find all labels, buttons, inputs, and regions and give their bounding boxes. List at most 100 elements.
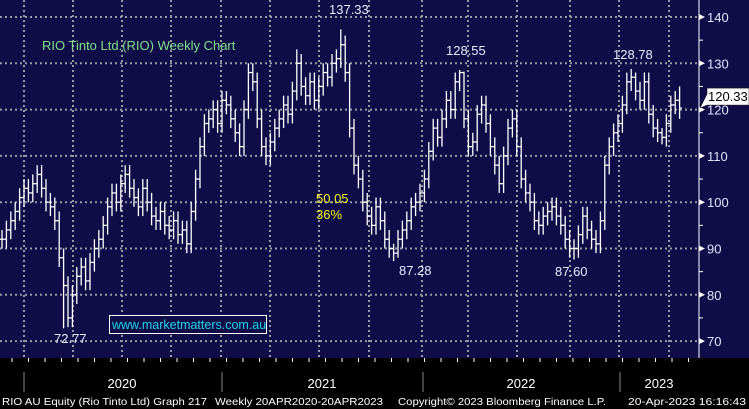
- ohlc-bar: [87, 253, 93, 291]
- ohlc-bar: [629, 68, 634, 92]
- ohlc-bar: [431, 118, 436, 161]
- y-tick-label: 100: [707, 195, 729, 210]
- ohlc-bar: [668, 95, 673, 133]
- ohlc-bar: [646, 72, 651, 124]
- ohlc-bar: [307, 72, 313, 105]
- ohlc-bar: [536, 211, 541, 235]
- y-tick-marker: [699, 338, 705, 345]
- annotation-high-128-78: 128.78: [613, 47, 653, 62]
- ohlc-bar: [444, 91, 449, 129]
- ohlc-bar: [316, 77, 321, 110]
- ohlc-bar: [83, 257, 88, 291]
- ohlc-bar: [285, 95, 291, 124]
- ohlc-bar: [52, 197, 57, 230]
- ohlc-bar: [123, 165, 128, 193]
- ohlc-bar: [519, 137, 524, 189]
- ohlc-bar: [211, 100, 216, 129]
- ohlc-bar: [246, 63, 251, 119]
- ohlc-bar: [580, 206, 585, 244]
- ohlc-bar: [65, 276, 71, 328]
- ohlc-bar: [321, 63, 326, 96]
- ohlc-bar: [593, 229, 599, 254]
- ohlc-bar: [140, 179, 145, 217]
- ohlc-bar: [149, 192, 154, 226]
- x-tick-label: 2021: [308, 376, 337, 391]
- ohlc-bar: [545, 202, 550, 226]
- ohlc-bars: [0, 29, 682, 329]
- footer-timestamp: 20-Apr-2023 16:16:43: [628, 396, 746, 408]
- ohlc-bar: [369, 206, 374, 235]
- ohlc-bar: [219, 91, 225, 133]
- ohlc-bar: [378, 197, 383, 230]
- ohlc-bar: [611, 123, 616, 156]
- ohlc-bar: [153, 206, 159, 230]
- y-tick-label: 140: [707, 10, 729, 25]
- ohlc-bar: [96, 229, 101, 258]
- ohlc-bar: [651, 104, 656, 138]
- ohlc-bar: [171, 211, 176, 240]
- ohlc-bar: [299, 54, 304, 96]
- ohlc-bar: [510, 109, 515, 138]
- ohlc-bar: [576, 225, 581, 258]
- annotation-fall-percent: 36%: [316, 207, 342, 222]
- ohlc-bar: [241, 100, 247, 156]
- ohlc-bar: [92, 239, 97, 272]
- watermark-text: www.marketmatters.com.au: [111, 318, 266, 332]
- ohlc-bar: [57, 211, 62, 268]
- ohlc-bar: [250, 63, 255, 92]
- x-axis-years: 2020 2021 2022 2023: [23, 372, 673, 392]
- ohlc-bar: [395, 229, 401, 258]
- ohlc-bar: [277, 109, 282, 138]
- ohlc-bar: [426, 142, 431, 189]
- ohlc-bar: [365, 192, 370, 226]
- ohlc-bar: [453, 72, 458, 119]
- y-tick-label: 110: [707, 149, 728, 164]
- ohlc-bar: [439, 109, 445, 147]
- ohlc-bar: [290, 81, 295, 124]
- ohlc-bar: [114, 183, 119, 212]
- ohlc-bar: [409, 197, 414, 230]
- y-axis: 140 130 120 110 100 90 80 70: [699, 10, 729, 349]
- y-tick-label: 80: [707, 288, 721, 303]
- ohlc-bar: [624, 72, 629, 115]
- ohlc-bar: [197, 137, 203, 189]
- x-axis-ticks: [11, 358, 689, 362]
- ohlc-bar: [501, 146, 506, 193]
- ohlc-bar: [263, 137, 269, 166]
- ohlc-bar: [549, 197, 555, 221]
- ohlc-bar: [334, 49, 339, 73]
- y-tick-label: 120: [707, 103, 729, 118]
- ohlc-bar: [351, 118, 357, 175]
- ohlc-bar: [356, 155, 361, 189]
- ohlc-bar: [343, 35, 348, 82]
- annotation-low-72: 72.77: [54, 331, 87, 346]
- ohlc-bar: [4, 220, 9, 249]
- ohlc-bar: [167, 216, 172, 240]
- annotation-low-87-60: 87.60: [555, 264, 588, 279]
- ohlc-bar: [585, 206, 590, 240]
- ohlc-bar: [118, 174, 123, 212]
- ohlc-bar: [673, 91, 678, 115]
- ohlc-bar: [659, 128, 665, 145]
- y-tick-marker: [699, 291, 705, 298]
- ohlc-bar: [523, 169, 528, 203]
- ohlc-bar: [101, 216, 106, 249]
- ohlc-bar: [17, 188, 22, 221]
- ohlc-bar: [571, 239, 577, 260]
- y-tick-label: 90: [707, 242, 721, 257]
- ohlc-bar: [312, 72, 317, 110]
- ohlc-bar: [615, 114, 621, 143]
- y-tick-label: 70: [707, 334, 721, 349]
- ohlc-bar: [39, 165, 44, 198]
- y-tick-label: 130: [707, 56, 729, 71]
- ohlc-bar: [677, 86, 682, 119]
- ohlc-bar: [347, 63, 352, 138]
- ohlc-bar: [461, 71, 467, 129]
- ohlc-bar: [26, 179, 31, 203]
- ohlc-bar: [233, 109, 238, 143]
- watermark: www.marketmatters.com.au: [109, 315, 267, 334]
- ohlc-bar: [105, 197, 110, 235]
- ohlc-bar: [567, 229, 572, 258]
- ohlc-bar: [422, 169, 427, 203]
- ohlc-bar: [404, 211, 409, 240]
